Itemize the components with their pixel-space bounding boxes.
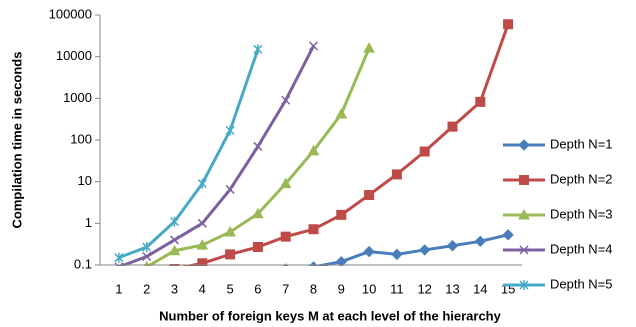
x-tick-label: 5 bbox=[226, 281, 233, 296]
y-tick-label: 10000 bbox=[56, 48, 92, 63]
y-tick-label: 100 bbox=[70, 131, 92, 146]
marker bbox=[253, 141, 263, 151]
legend-item: Depth N=2 bbox=[503, 171, 613, 186]
marker bbox=[196, 239, 209, 250]
marker bbox=[418, 244, 431, 256]
x-tick-label: 9 bbox=[338, 281, 345, 296]
marker bbox=[197, 218, 207, 228]
y-tick-label: 10 bbox=[78, 173, 92, 188]
x-tick-label: 12 bbox=[417, 281, 431, 296]
marker bbox=[391, 248, 403, 261]
marker bbox=[169, 235, 180, 245]
legend-item: Depth N=1 bbox=[503, 136, 613, 151]
marker bbox=[446, 240, 459, 252]
marker bbox=[142, 242, 152, 253]
marker bbox=[252, 242, 263, 253]
x-tick-label: 4 bbox=[199, 281, 206, 296]
marker bbox=[364, 189, 375, 200]
marker bbox=[336, 209, 347, 220]
y-tick-label: 0.1 bbox=[74, 256, 92, 271]
x-axis-title: Number of foreign keys M at each level o… bbox=[159, 308, 501, 323]
legend-item: Depth N=4 bbox=[503, 241, 613, 256]
marker bbox=[281, 95, 291, 105]
marker bbox=[363, 42, 375, 53]
legend-label: Depth N=4 bbox=[550, 241, 613, 256]
x-tick-label: 3 bbox=[171, 281, 178, 296]
x-tick-label: 7 bbox=[282, 281, 289, 296]
legend-label: Depth N=2 bbox=[550, 171, 613, 186]
marker bbox=[447, 121, 458, 132]
x-tick-label: 11 bbox=[390, 281, 404, 296]
marker bbox=[169, 264, 180, 266]
marker bbox=[168, 244, 181, 256]
marker bbox=[169, 216, 180, 227]
marker bbox=[308, 224, 319, 235]
series-line bbox=[145, 47, 371, 266]
legend-marker bbox=[519, 280, 529, 290]
x-tick-label: 13 bbox=[445, 281, 459, 296]
marker bbox=[307, 144, 320, 156]
legend-label: Depth N=5 bbox=[550, 276, 613, 291]
marker bbox=[224, 225, 236, 237]
legend-marker bbox=[518, 208, 530, 220]
marker bbox=[308, 41, 319, 51]
marker bbox=[142, 251, 152, 262]
x-tick-label: 8 bbox=[310, 281, 317, 296]
y-tick-label: 100000 bbox=[49, 6, 92, 21]
marker bbox=[475, 96, 486, 107]
marker bbox=[335, 108, 348, 119]
marker bbox=[225, 184, 235, 194]
marker bbox=[252, 207, 264, 219]
marker bbox=[114, 262, 124, 266]
x-tick-label: 1 bbox=[115, 281, 122, 296]
marker bbox=[363, 245, 375, 258]
legend-marker bbox=[518, 139, 530, 151]
marker bbox=[335, 255, 348, 266]
plot-area bbox=[114, 19, 514, 266]
series-line bbox=[118, 48, 260, 260]
legend-label: Depth N=3 bbox=[550, 206, 613, 221]
marker bbox=[197, 258, 208, 266]
series-line bbox=[181, 23, 510, 266]
marker bbox=[225, 125, 235, 136]
marker bbox=[503, 19, 514, 30]
marker bbox=[391, 169, 402, 180]
marker bbox=[283, 263, 289, 266]
x-tick-label: 6 bbox=[254, 281, 261, 296]
marker bbox=[225, 249, 236, 260]
y-tick-label: 1 bbox=[85, 215, 92, 230]
x-tick-label: 2 bbox=[143, 281, 150, 296]
marker bbox=[419, 146, 430, 157]
marker bbox=[474, 235, 487, 248]
y-tick-label: 1000 bbox=[63, 90, 92, 105]
marker bbox=[197, 178, 207, 189]
legend-marker bbox=[519, 245, 529, 255]
marker bbox=[114, 252, 124, 263]
marker bbox=[279, 177, 292, 189]
marker bbox=[253, 44, 263, 55]
marker bbox=[308, 261, 319, 266]
marker bbox=[502, 229, 514, 241]
x-tick-label: 14 bbox=[473, 281, 487, 296]
y-axis-title: Compilation time in seconds bbox=[9, 52, 24, 229]
marker bbox=[280, 231, 291, 242]
x-tick-label: 10 bbox=[362, 281, 376, 296]
series-line bbox=[118, 45, 315, 266]
legend-marker bbox=[519, 175, 529, 185]
legend-item: Depth N=3 bbox=[503, 206, 613, 221]
legend-label: Depth N=1 bbox=[550, 136, 613, 151]
legend-item: Depth N=5 bbox=[503, 276, 613, 291]
